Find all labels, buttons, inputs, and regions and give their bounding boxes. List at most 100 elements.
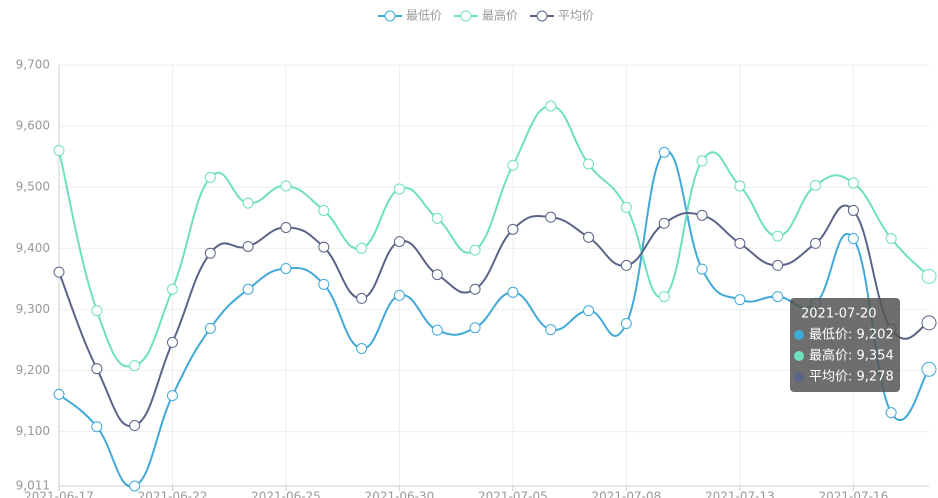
y-tick-label: 9,300	[16, 302, 50, 316]
data-point	[583, 231, 595, 243]
data-point	[620, 201, 632, 213]
data-point	[204, 171, 216, 183]
data-point	[318, 241, 330, 253]
y-tick-label: 9,500	[16, 180, 50, 194]
grid: 9,011 9,100 9,200 9,300 9,400 9,500 9,600 9,700…	[16, 58, 929, 498]
tooltip-box	[790, 298, 900, 392]
data-point	[280, 262, 292, 274]
data-point	[545, 324, 557, 336]
tooltip-title: 2021-07-20	[801, 307, 877, 322]
data-point	[280, 180, 292, 192]
tooltip-row: 最高价: 9,354	[809, 348, 894, 364]
data-point	[583, 305, 595, 317]
data-point	[507, 223, 519, 235]
data-point	[545, 100, 557, 112]
data-point	[772, 291, 784, 303]
data-point	[393, 183, 405, 195]
data-point	[53, 388, 65, 400]
data-point	[393, 289, 405, 301]
data-point	[53, 145, 65, 157]
x-tick-label: 2021-06-25	[251, 490, 321, 498]
data-point	[921, 268, 937, 284]
data-point	[734, 294, 746, 306]
data-point	[921, 315, 937, 331]
data-point	[620, 259, 632, 271]
data-point	[507, 286, 519, 298]
data-point	[280, 222, 292, 234]
data-point	[431, 324, 443, 336]
tooltip-marker	[794, 372, 804, 382]
data-point	[658, 291, 670, 303]
x-tick-label: 2021-06-22	[138, 490, 208, 498]
data-point	[129, 420, 141, 432]
legend-label: 最高价	[482, 8, 518, 23]
data-point	[885, 407, 897, 419]
x-tick-label: 2021-07-05	[478, 490, 548, 498]
data-point	[620, 317, 632, 329]
y-tick-label: 9,100	[16, 424, 50, 438]
data-point	[469, 244, 481, 256]
data-point	[507, 159, 519, 171]
data-point	[393, 236, 405, 248]
data-point	[847, 177, 859, 189]
tooltip-marker	[794, 330, 804, 340]
data-point	[91, 305, 103, 317]
data-point	[242, 283, 254, 295]
plot	[53, 100, 937, 492]
y-tick-label: 9,700	[16, 58, 50, 72]
data-point	[204, 247, 216, 259]
legend-marker	[384, 10, 396, 22]
legend-marker	[536, 10, 548, 22]
data-point	[356, 242, 368, 254]
legend-marker	[460, 10, 472, 22]
data-point	[356, 292, 368, 304]
data-point	[847, 233, 859, 245]
data-point	[91, 421, 103, 433]
series-line	[58, 204, 930, 428]
data-point	[772, 259, 784, 271]
x-tick-label: 2021-06-30	[365, 490, 435, 498]
data-point	[658, 146, 670, 158]
data-point	[166, 283, 178, 295]
series-line	[58, 104, 930, 368]
tooltip-marker	[794, 351, 804, 361]
y-tick-label: 9,200	[16, 363, 50, 377]
data-point	[583, 158, 595, 170]
data-point	[658, 217, 670, 229]
data-point	[431, 212, 443, 224]
data-point	[545, 211, 557, 223]
data-point	[318, 204, 330, 216]
data-point	[885, 233, 897, 245]
y-tick-label: 9,400	[16, 241, 50, 255]
data-point	[469, 283, 481, 295]
data-point	[810, 179, 822, 191]
data-point	[53, 266, 65, 278]
data-point	[204, 322, 216, 334]
data-point	[734, 180, 746, 192]
data-point	[734, 237, 746, 249]
x-tick-label: 2021-07-13	[705, 490, 775, 498]
data-point	[242, 197, 254, 209]
legend: 最低价 最高价 平均价	[378, 8, 594, 23]
data-point	[242, 240, 254, 252]
data-point	[921, 361, 937, 377]
data-point	[166, 336, 178, 348]
data-point	[847, 204, 859, 216]
data-point	[696, 155, 708, 167]
y-tick-label: 9,600	[16, 119, 50, 133]
tooltip: 2021-07-20 最低价: 9,202 最高价: 9,354 平均价: 9,27…	[790, 298, 900, 392]
x-tick-label: 2021-06-17	[24, 490, 94, 498]
data-point	[318, 278, 330, 290]
tooltip-row: 最低价: 9,202	[809, 328, 894, 343]
data-point	[166, 390, 178, 402]
legend-label: 平均价	[558, 9, 594, 23]
y-tick-label: 9,011	[16, 479, 50, 493]
data-point	[696, 209, 708, 221]
data-point	[431, 269, 443, 281]
data-point	[129, 480, 141, 492]
data-point	[810, 237, 822, 249]
data-point	[91, 363, 103, 375]
data-point	[696, 263, 708, 275]
data-point	[129, 360, 141, 372]
